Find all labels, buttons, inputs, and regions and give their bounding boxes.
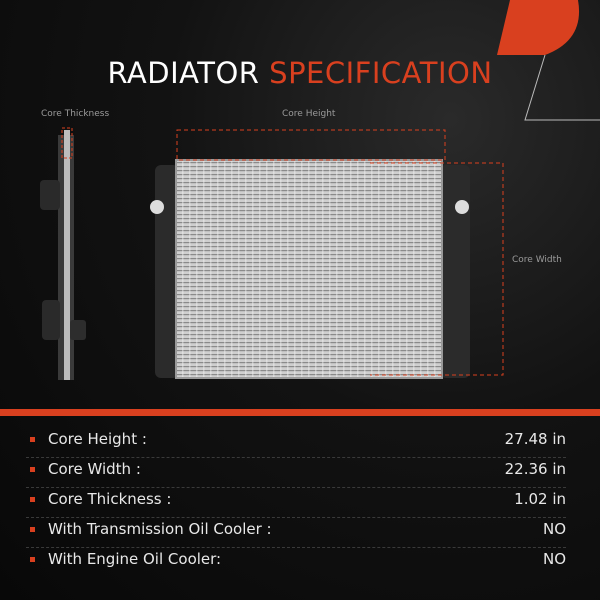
spec-label: With Transmission Oil Cooler : — [48, 520, 272, 538]
title-accent: SPECIFICATION — [269, 56, 493, 90]
spec-value: 27.48 in — [504, 430, 566, 448]
radiator-side-view — [40, 127, 86, 380]
divider-bar — [0, 409, 600, 416]
spec-value: NO — [542, 550, 566, 568]
spec-row: With Transmission Oil Cooler : NO — [26, 518, 566, 548]
radiator-front-view — [150, 129, 504, 379]
bullet-icon — [30, 557, 35, 562]
core-height-label: Core Height — [282, 109, 336, 119]
page-title: RADIATOR SPECIFICATION — [0, 56, 600, 90]
spec-row: With Engine Oil Cooler: NO — [26, 548, 566, 578]
spec-label: Core Height : — [48, 430, 147, 448]
spec-value: 22.36 in — [504, 460, 566, 478]
spec-label: Core Thickness : — [48, 490, 172, 508]
core-thickness-label: Core Thickness — [41, 109, 110, 119]
bullet-icon — [30, 467, 35, 472]
radiator-illustration — [40, 127, 504, 380]
bullet-icon — [30, 527, 35, 532]
spec-row: Core Thickness : 1.02 in — [26, 488, 566, 518]
title-main: RADIATOR — [107, 56, 260, 90]
core-width-label: Core Width — [512, 255, 562, 265]
spec-row: Core Height : 27.48 in — [26, 428, 566, 458]
spec-value: NO — [542, 520, 566, 538]
spec-label: With Engine Oil Cooler: — [48, 550, 222, 568]
spec-value: 1.02 in — [514, 490, 566, 508]
spec-row: Core Width : 22.36 in — [26, 458, 566, 488]
bullet-icon — [30, 497, 35, 502]
bullet-icon — [30, 437, 35, 442]
spec-label: Core Width : — [48, 460, 141, 478]
